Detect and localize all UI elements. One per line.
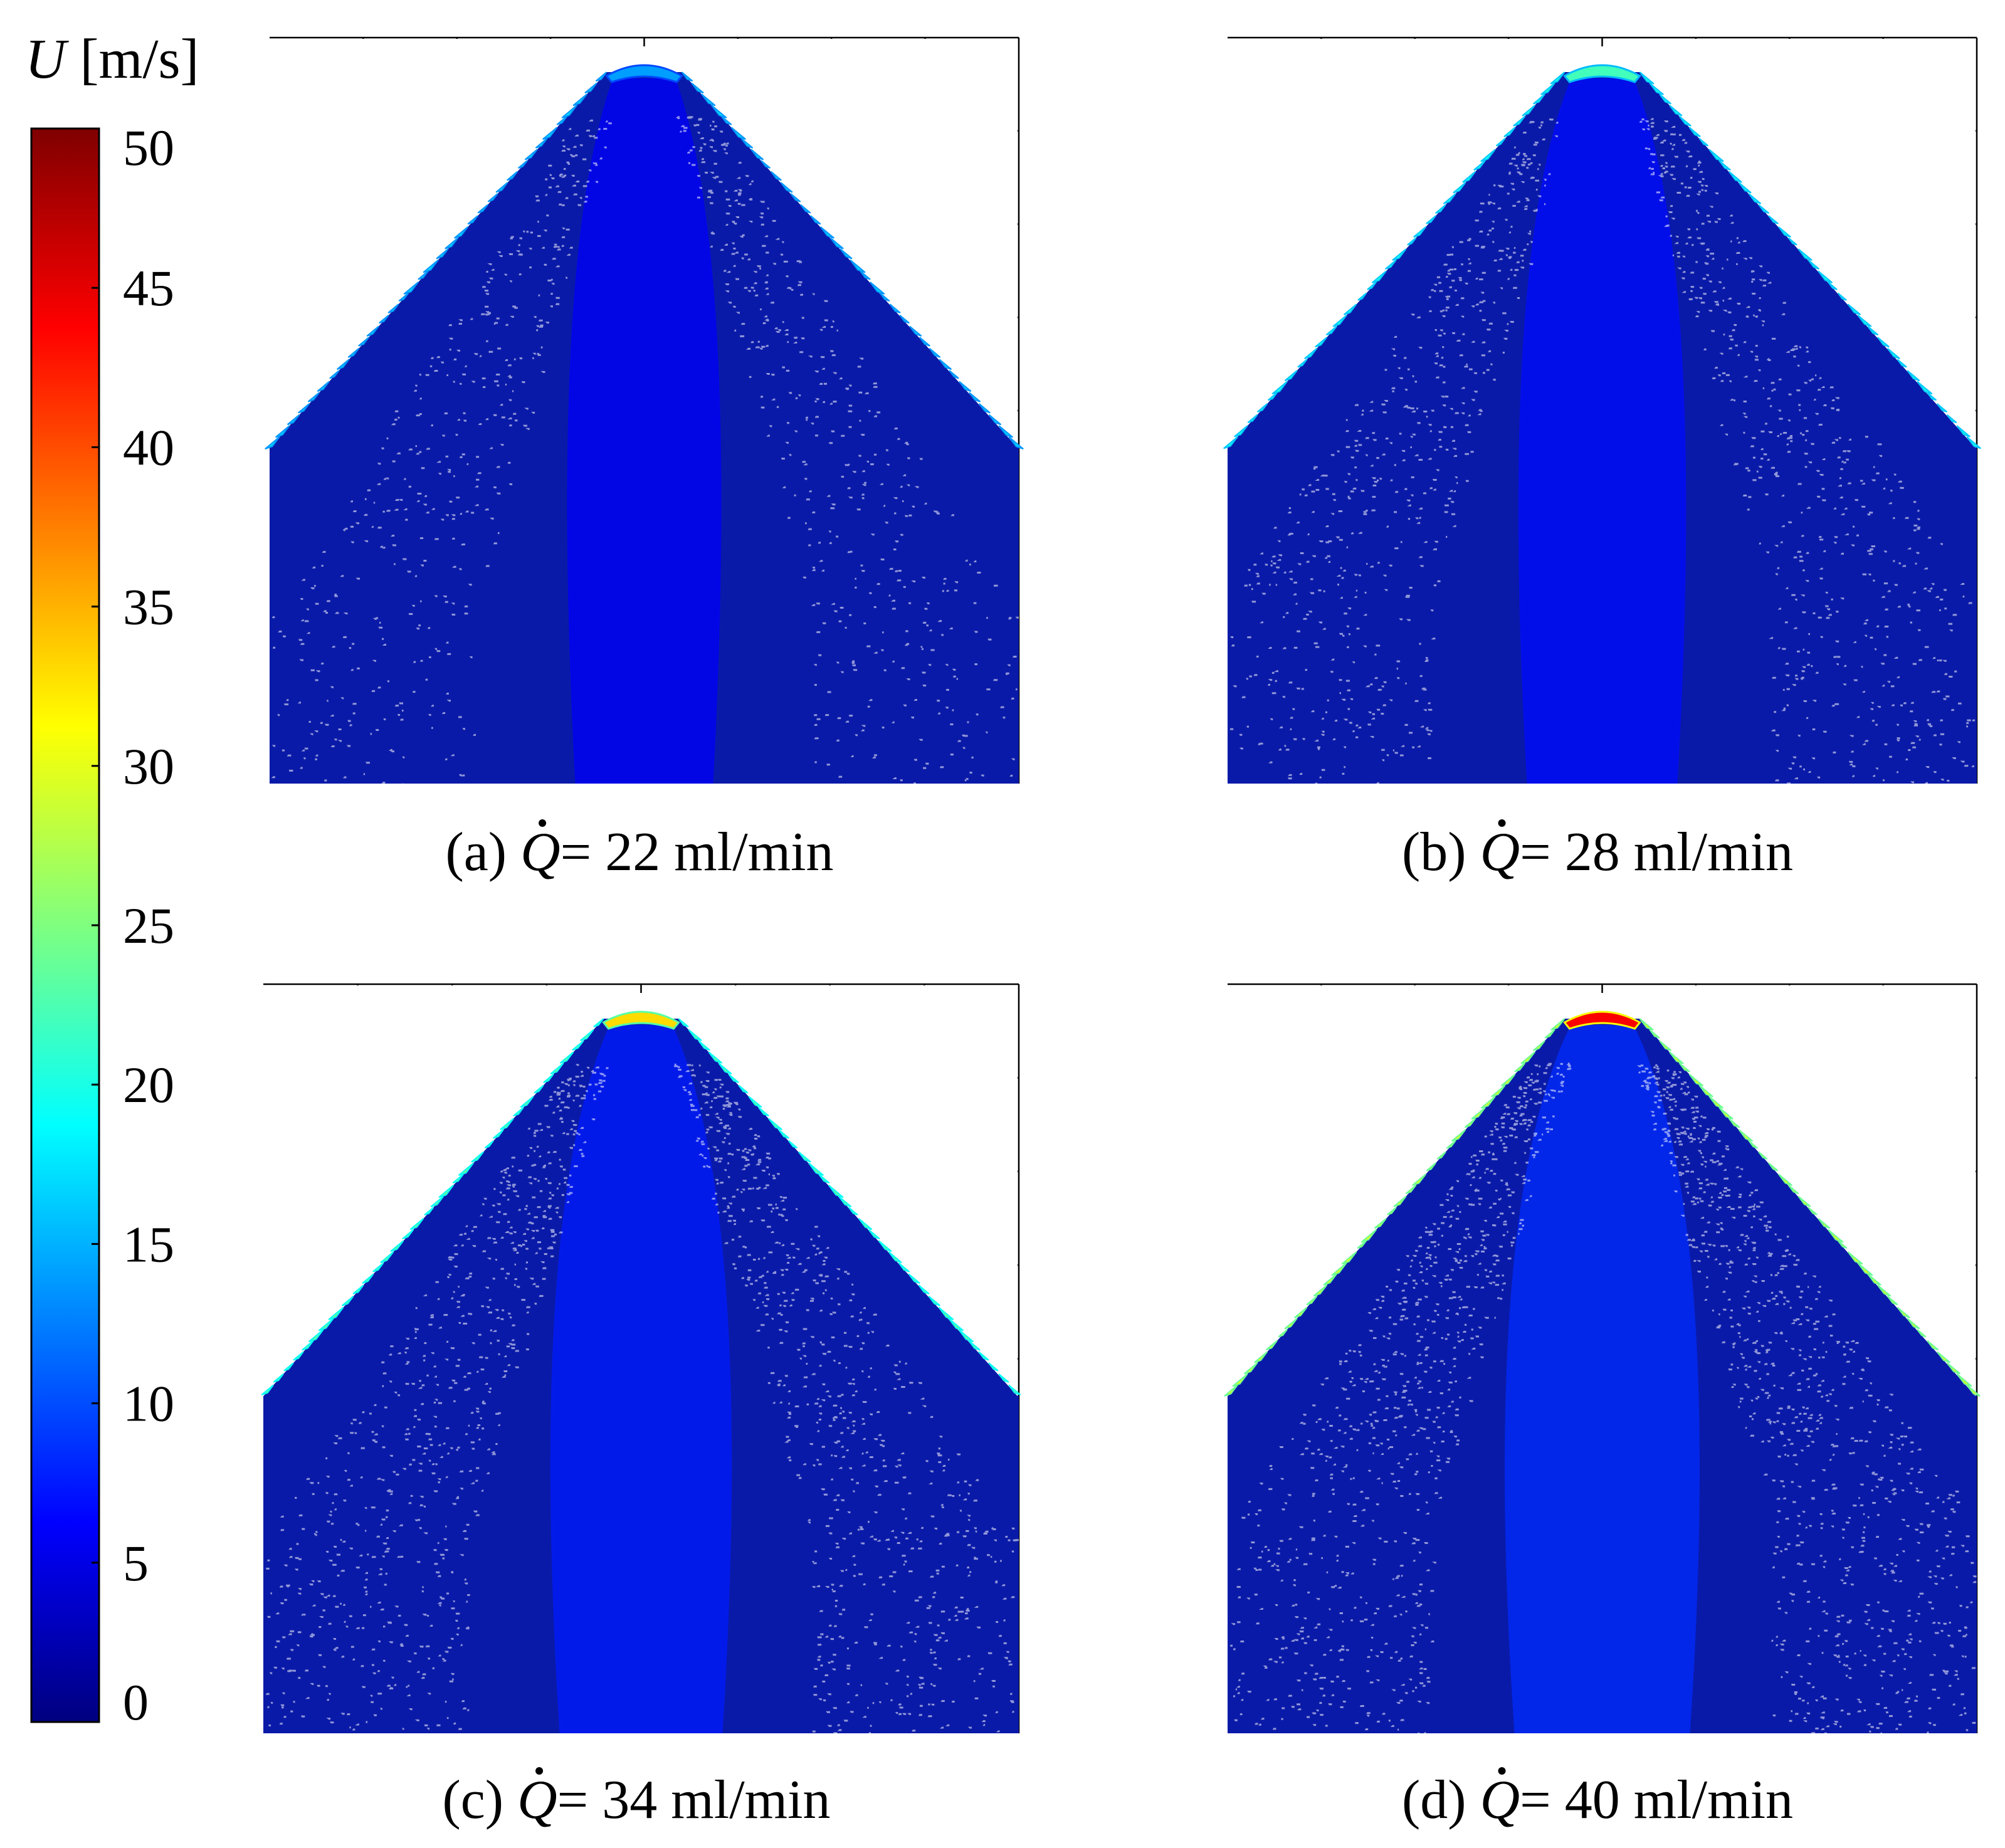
colorbar-bar bbox=[30, 127, 100, 1723]
panel-c-q-symbol: Q bbox=[517, 1770, 557, 1830]
spray-edge-left bbox=[265, 71, 608, 450]
panel-d: (d) Q= 40 ml/min bbox=[1224, 983, 1981, 1830]
panel-d-caption-suffix: = 40 ml/min bbox=[1520, 1770, 1793, 1830]
spray-core bbox=[567, 78, 722, 784]
spray-outside-mask bbox=[1639, 39, 1976, 448]
panel-c: (c) Q= 34 ml/min bbox=[261, 983, 1021, 1830]
panel-a-q-symbol: Q bbox=[520, 822, 560, 883]
spray-edge-left bbox=[261, 1018, 604, 1396]
q-dot-accent bbox=[539, 819, 547, 827]
spray-outside-mask bbox=[1639, 985, 1976, 1397]
spray-edge-left bbox=[1223, 71, 1566, 449]
spray-nozzle-tip bbox=[1563, 1011, 1641, 1030]
spray-edge-right bbox=[681, 71, 1024, 450]
spray-edge-right bbox=[678, 1018, 1021, 1396]
spray-outside-mask bbox=[1228, 39, 1565, 448]
colorbar-title: U [m/s] bbox=[25, 28, 199, 90]
colorbar-tick-label: 40 bbox=[123, 419, 174, 476]
panel-d-caption: (d) Q= 40 ml/min bbox=[1402, 1770, 1793, 1830]
panel-c-caption: (c) Q= 34 ml/min bbox=[442, 1770, 830, 1830]
spray-edge-left bbox=[1224, 1018, 1566, 1397]
spray-outside-mask bbox=[270, 39, 607, 448]
spray-nozzle-tip bbox=[602, 1011, 680, 1030]
q-dot-accent bbox=[535, 1767, 544, 1775]
panel-a-caption: (a) Q= 22 ml/min bbox=[445, 822, 833, 883]
panel-a-caption-suffix: = 22 ml/min bbox=[560, 822, 834, 883]
panel-b-caption-prefix: (b) bbox=[1402, 822, 1480, 883]
spray-core bbox=[1518, 78, 1687, 784]
panel-d-spray bbox=[1224, 985, 1981, 1735]
panel-a: (a) Q= 22 ml/min bbox=[265, 36, 1024, 883]
panel-b: (b) Q= 28 ml/min bbox=[1223, 36, 1981, 883]
spray-speckles bbox=[1230, 1063, 1977, 1735]
panel-c-spray bbox=[261, 985, 1021, 1735]
colorbar-ticks: 0 5 10 15 20 25 30 35 40 45 50 bbox=[92, 119, 174, 1731]
colorbar-unit: [m/s] bbox=[66, 28, 199, 90]
colorbar-tick-label: 30 bbox=[123, 738, 174, 795]
colorbar-tick-label: 25 bbox=[123, 897, 174, 954]
panel-b-caption-suffix: = 28 ml/min bbox=[1520, 822, 1793, 883]
spray-outside-mask bbox=[1228, 985, 1565, 1397]
colorbar-tick-label: 50 bbox=[123, 119, 174, 176]
q-dot-accent bbox=[1498, 819, 1506, 827]
panel-a-caption-prefix: (a) bbox=[445, 822, 520, 883]
panel-a-spray bbox=[265, 39, 1024, 785]
spray-core bbox=[1504, 1025, 1700, 1733]
panel-d-q-symbol: Q bbox=[1480, 1770, 1520, 1830]
colorbar-tick-label: 35 bbox=[123, 579, 174, 636]
panel-b-caption: (b) Q= 28 ml/min bbox=[1402, 822, 1793, 883]
q-dot-accent bbox=[1498, 1767, 1506, 1775]
colorbar-tick-label: 20 bbox=[123, 1056, 174, 1113]
colorbar-tick-label: 0 bbox=[123, 1674, 149, 1731]
spray-outside-mask bbox=[681, 39, 1018, 448]
panel-c-caption-prefix: (c) bbox=[442, 1770, 517, 1830]
spray-edge-right bbox=[1639, 71, 1981, 449]
colorbar-tick-label: 5 bbox=[123, 1535, 149, 1592]
panel-c-caption-suffix: = 34 ml/min bbox=[557, 1770, 831, 1830]
colorbar-tick-label: 45 bbox=[123, 260, 174, 317]
colorbar-tick-label: 15 bbox=[123, 1215, 174, 1273]
spray-core bbox=[550, 1025, 732, 1733]
spray-outside-mask bbox=[678, 985, 1018, 1397]
panel-b-q-symbol: Q bbox=[1480, 822, 1520, 883]
spray-nozzle-tip bbox=[605, 64, 683, 83]
colorbar-symbol: U bbox=[25, 28, 69, 90]
spray-edge-right bbox=[1639, 1018, 1981, 1397]
panel-d-caption-prefix: (d) bbox=[1402, 1770, 1480, 1830]
colorbar-tick-label: 10 bbox=[123, 1375, 174, 1432]
colorbar: U [m/s] 0 5 10 15 20 25 30 35 40 45 50 bbox=[25, 28, 199, 1731]
panel-b-spray bbox=[1223, 39, 1981, 785]
spray-outside-mask bbox=[263, 985, 604, 1397]
spray-nozzle-tip bbox=[1563, 64, 1641, 83]
